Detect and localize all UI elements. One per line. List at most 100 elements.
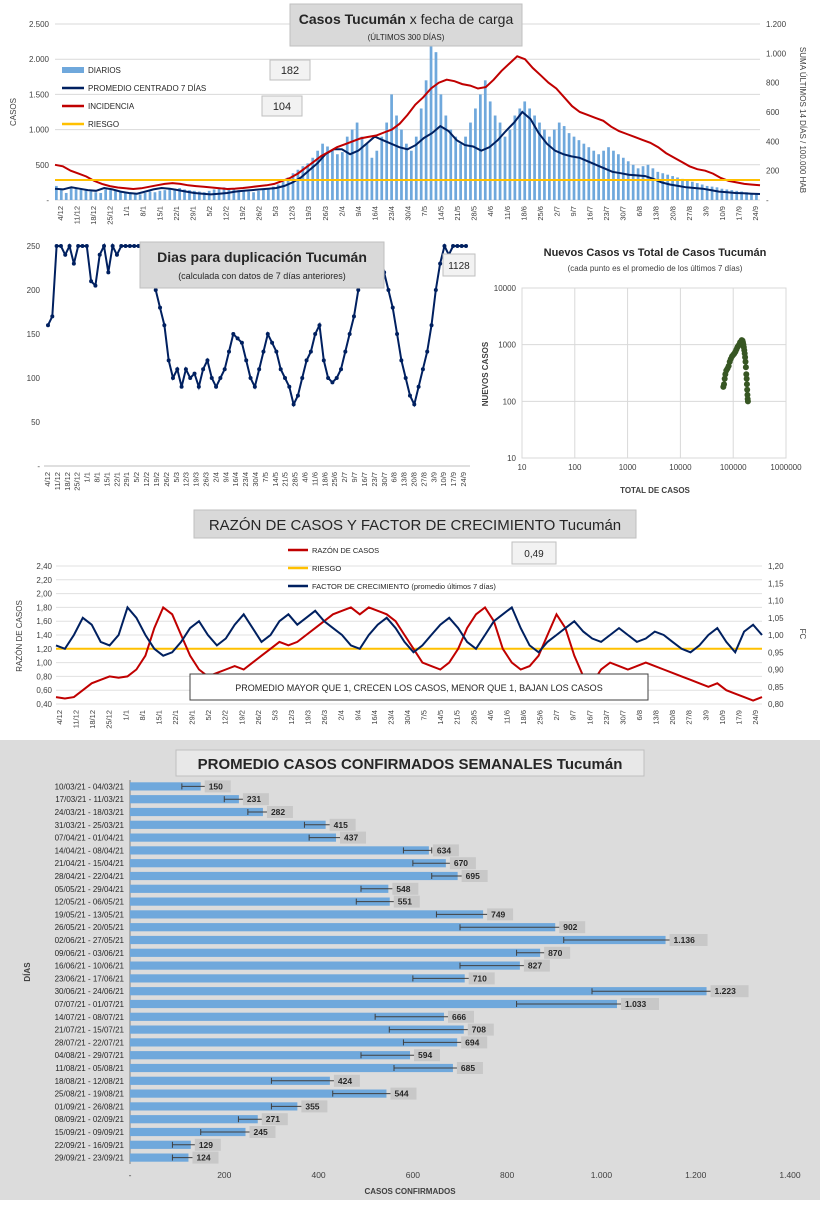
bar-diarios xyxy=(380,136,384,200)
scatter-point xyxy=(742,358,749,365)
bar-diarios xyxy=(429,45,433,201)
y-tick-label: 10000 xyxy=(494,284,517,293)
x-tick-label: 11/12 xyxy=(53,472,62,490)
x-tick-label: 28/5 xyxy=(470,206,479,221)
point-duplicacion xyxy=(407,393,412,398)
x-tick-label: 10 xyxy=(518,463,527,472)
x-tick-label: 5/2 xyxy=(205,206,214,216)
bar xyxy=(130,961,520,970)
category-label: 21/07/21 - 15/07/21 xyxy=(55,1026,125,1035)
data-label: 282 xyxy=(271,807,285,817)
bar-diarios xyxy=(720,188,724,200)
line-factor xyxy=(55,605,763,657)
category-label: 22/09/21 - 16/09/21 xyxy=(55,1141,125,1150)
bar-diarios xyxy=(557,122,561,200)
data-label-bg xyxy=(620,998,659,1010)
line-incidencia xyxy=(54,55,761,191)
point-duplicacion xyxy=(433,288,438,292)
bar-diarios xyxy=(262,189,265,200)
x-tick-label: 8/1 xyxy=(93,472,102,482)
bar-diarios xyxy=(104,189,108,200)
x-tick-label: 3/9 xyxy=(701,206,710,216)
bar-diarios xyxy=(548,136,551,200)
point-duplicacion xyxy=(162,323,167,328)
bar xyxy=(130,1063,453,1073)
data-label-bg xyxy=(194,1138,221,1151)
x-tick-label: 600 xyxy=(406,1170,420,1180)
bar-diarios xyxy=(710,186,714,200)
x-tick-label: 28/5 xyxy=(291,472,300,487)
bar-diarios xyxy=(124,192,127,200)
point-duplicacion xyxy=(175,367,180,372)
bar-diarios xyxy=(59,189,63,200)
category-label: 05/05/21 - 29/04/21 xyxy=(55,885,125,894)
point-duplicacion xyxy=(399,358,404,363)
x-tick-label: 19/2 xyxy=(152,472,161,487)
x-tick-label: 10/9 xyxy=(718,206,727,221)
y2-tick-label: 1,20 xyxy=(768,562,784,571)
bar-diarios xyxy=(331,150,334,200)
x-tick-label: 14/5 xyxy=(436,710,445,725)
bar-diarios xyxy=(119,191,122,200)
x-tick-label: 9/4 xyxy=(353,710,362,720)
chart-title: PROMEDIO CASOS CONFIRMADOS SEMANALES Tuc… xyxy=(198,756,623,773)
point-duplicacion xyxy=(339,367,344,372)
chart-casos: - 500 1.000 1.500 2.000 2.500 - 200 400 600 800 1.0… xyxy=(9,3,807,225)
x-tick-label: 11/12 xyxy=(72,710,81,728)
x-axis-label: TOTAL DE CASOS xyxy=(620,486,690,495)
x-tick-label: 3/9 xyxy=(701,710,710,720)
x-tick-label: 29/1 xyxy=(188,206,197,221)
x-tick-label: 9/7 xyxy=(569,206,578,216)
bar-diarios xyxy=(656,171,660,200)
data-label-bg xyxy=(266,806,293,818)
bar xyxy=(130,1038,458,1047)
bar-diarios xyxy=(99,192,103,200)
x-tick-label: 13/8 xyxy=(400,472,409,487)
value-box xyxy=(261,95,303,117)
bar-diarios xyxy=(69,187,73,200)
bar-diarios xyxy=(715,187,719,200)
data-label-bg xyxy=(204,780,231,793)
x-tick-label: 12/3 xyxy=(182,472,191,487)
bar-diarios xyxy=(148,191,152,200)
x-tick-label: 10000 xyxy=(669,463,692,472)
bar-diarios xyxy=(424,80,428,200)
bar-diarios xyxy=(523,101,527,200)
point-duplicacion xyxy=(412,402,417,407)
data-label: 685 xyxy=(461,1063,475,1073)
point-duplicacion xyxy=(278,367,283,372)
category-label: 14/04/21 - 08/04/21 xyxy=(55,846,125,855)
data-label-bg xyxy=(414,1049,441,1062)
bar-diarios xyxy=(567,133,571,200)
category-label: 23/06/21 - 17/06/21 xyxy=(55,974,125,983)
x-tick-label: 9/7 xyxy=(350,472,359,482)
x-tick-label: 6/8 xyxy=(635,206,644,216)
point-duplicacion xyxy=(429,323,434,328)
bar-diarios xyxy=(543,129,546,200)
x-tick-label: 100 xyxy=(568,463,582,472)
bar-diarios xyxy=(271,186,275,200)
scatter-point xyxy=(721,375,728,382)
y-tick-label: 1.500 xyxy=(29,90,50,99)
y2-tick-label: 0,85 xyxy=(768,683,784,692)
point-duplicacion xyxy=(119,244,124,248)
x-tick-label: 2/7 xyxy=(340,472,349,482)
y-tick-label: 2.000 xyxy=(29,55,50,64)
x-tick-label: 1/1 xyxy=(83,472,92,482)
data-label-bg xyxy=(710,985,749,998)
x-tick-label: 4/12 xyxy=(56,206,65,221)
data-label: 710 xyxy=(473,973,487,983)
data-label: 694 xyxy=(465,1037,479,1047)
y-tick-label: 2,40 xyxy=(36,562,52,571)
x-tick-label: 22/1 xyxy=(172,206,181,221)
chart-title: Dias para duplicación Tucumán xyxy=(157,249,367,265)
bar-diarios xyxy=(128,192,132,200)
x-tick-label: 2/4 xyxy=(337,710,346,720)
bar-diarios xyxy=(114,190,117,200)
x-tick-label: 18/6 xyxy=(320,472,329,487)
bar-diarios xyxy=(612,150,615,200)
y-tick-label: 1.000 xyxy=(29,126,50,135)
point-duplicacion xyxy=(295,393,300,398)
point-duplicacion xyxy=(291,402,296,407)
point-duplicacion xyxy=(84,244,89,248)
